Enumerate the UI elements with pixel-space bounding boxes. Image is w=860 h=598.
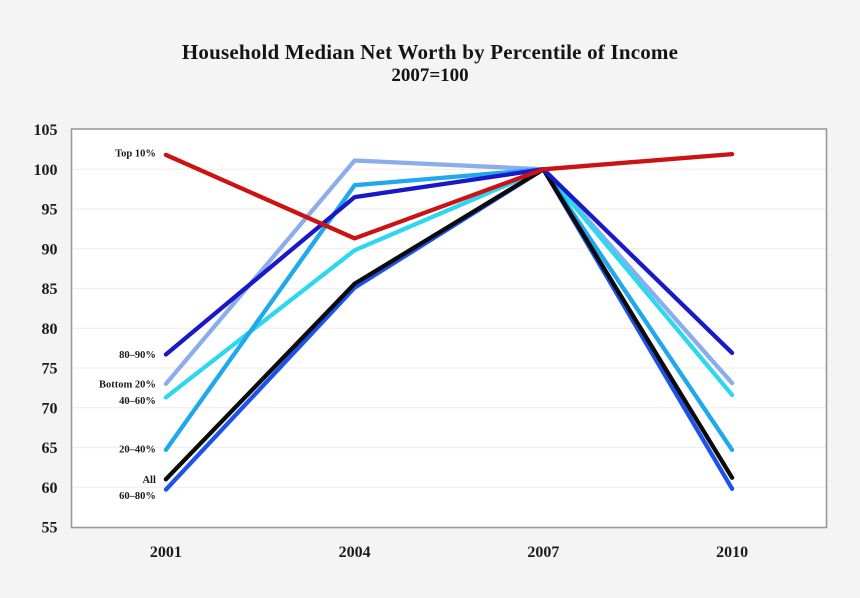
chart-title: Household Median Net Worth by Percentile… (181, 40, 679, 64)
series-label-all: All (142, 475, 156, 486)
y-tick-label-105: 105 (34, 122, 58, 139)
series-line-all (163, 167, 735, 482)
series-line-40-60 (163, 167, 735, 400)
y-tick-label-100: 100 (34, 162, 58, 179)
x-tick-label-2004: 2004 (339, 544, 371, 561)
series-label-80-90: 80–90% (119, 350, 156, 361)
y-tick-label-70: 70 (42, 400, 58, 417)
y-tick-label-90: 90 (42, 241, 58, 258)
y-tick-label-75: 75 (42, 361, 58, 378)
plot-frame (70, 128, 828, 529)
x-tick-label-2010: 2010 (716, 544, 748, 561)
y-tick-label-85: 85 (42, 281, 58, 298)
y-axis-labels: 105 100 95 90 85 80 75 70 65 60 55 (34, 122, 58, 537)
series-label-40-60: 40–60% (119, 396, 156, 407)
series-label-20-40: 20–40% (119, 444, 156, 455)
y-tick-label-80: 80 (42, 321, 58, 338)
series-label-top-10: Top 10% (115, 148, 156, 159)
series-label-60-80: 60–80% (119, 491, 156, 502)
x-axis-labels: 2001 2004 2007 2010 (150, 544, 748, 561)
x-tick-label-2007: 2007 (527, 544, 559, 561)
series-line-20-40 (163, 167, 735, 453)
y-tick-label-65: 65 (42, 440, 58, 457)
series-line-top-10 (163, 151, 735, 241)
series-line-bottom-20 (163, 158, 735, 387)
series-line-80-90 (163, 167, 735, 357)
x-tick-label-2001: 2001 (150, 544, 182, 561)
series-label-bottom-20: Bottom 20% (99, 379, 156, 390)
y-tick-label-95: 95 (42, 202, 58, 219)
chart-subtitle: 2007=100 (391, 65, 469, 86)
series-direct-labels: Bottom 20% 40–60% 20–40% 60–80% All 80–90% Top… (99, 148, 156, 502)
y-tick-label-60: 60 (42, 480, 58, 497)
y-tick-label-55: 55 (42, 520, 58, 537)
series-lines (163, 151, 735, 492)
